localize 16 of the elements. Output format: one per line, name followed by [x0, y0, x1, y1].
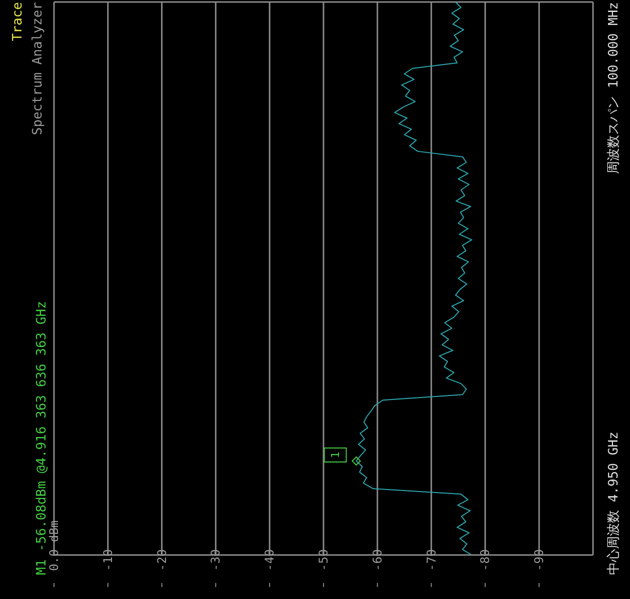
x-tick-label: -70 [424, 549, 438, 571]
x-tick-label: 0.0 dBm [47, 520, 61, 571]
text: 中心周波数 4.950 GHz [606, 432, 622, 575]
text: M1 -56.08dBm @4.916 363 636 363 GHz [34, 301, 50, 575]
x-tick-label: -50 [316, 549, 330, 571]
x-tick-label: -90 [532, 549, 546, 571]
x-tick-label: -30 [208, 549, 223, 571]
text: 周波数スパン 100.000 MHz [606, 2, 622, 174]
annotation: 1 [328, 452, 342, 458]
text: Trace [10, 2, 26, 42]
x-tick-label: -40 [262, 549, 277, 571]
x-tick-label: -20 [154, 549, 169, 571]
text: Spectrum Analyzer [30, 2, 46, 136]
x-tick-label: -60 [370, 549, 384, 571]
x-tick-label: -10 [100, 549, 115, 571]
x-tick-label: -80 [478, 549, 492, 571]
